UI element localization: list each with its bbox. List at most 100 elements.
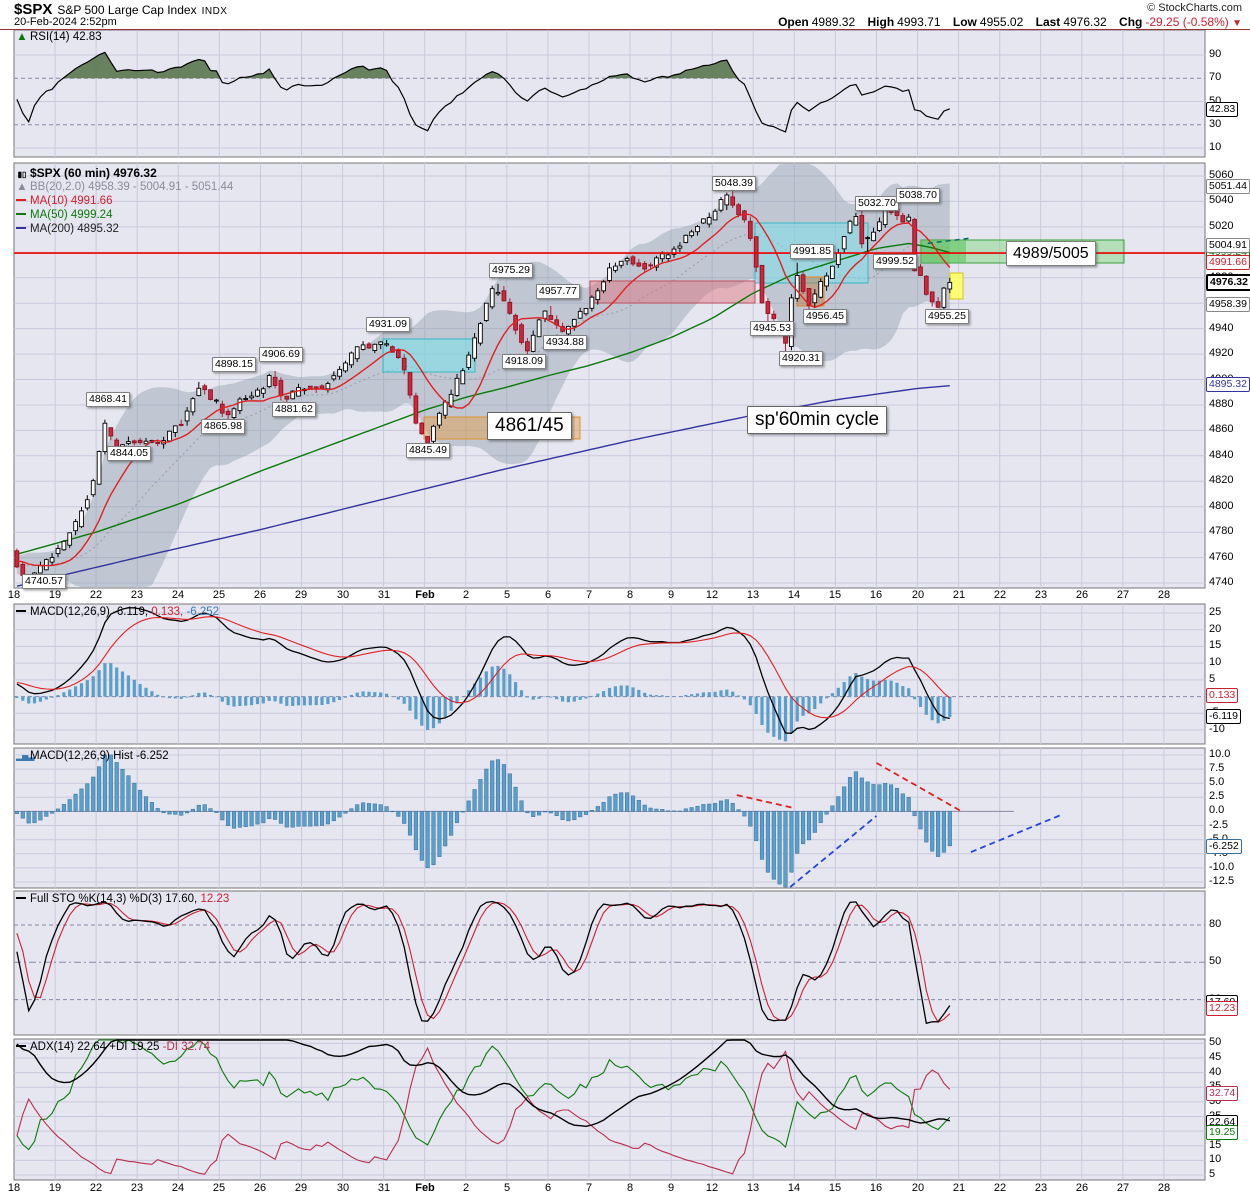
candle bbox=[431, 425, 436, 442]
open-label: Open bbox=[778, 15, 809, 29]
candle bbox=[695, 226, 700, 233]
candle bbox=[214, 399, 219, 402]
candle bbox=[859, 215, 865, 245]
candle bbox=[571, 318, 577, 327]
candle bbox=[865, 237, 870, 240]
candle bbox=[208, 389, 213, 400]
sto-legend-d: 12.23 bbox=[200, 893, 230, 905]
quote-bar: Open 4989.32 High 4993.71 Low 4955.02 Last 4… bbox=[769, 15, 1242, 29]
candle bbox=[343, 362, 348, 372]
candle bbox=[589, 296, 595, 309]
rsi-overbought-fill bbox=[606, 73, 634, 79]
candle bbox=[407, 372, 413, 396]
candle bbox=[665, 254, 671, 259]
candle bbox=[49, 557, 55, 563]
candle bbox=[143, 440, 149, 445]
candle bbox=[906, 216, 912, 222]
sto-legend-k: Full STO %K(14,3) %D(3) 17.60, bbox=[30, 893, 198, 905]
candle bbox=[90, 480, 96, 496]
candle bbox=[929, 291, 935, 303]
chg-down-arrow-icon[interactable]: ▼ bbox=[1232, 18, 1242, 29]
ma200-legend: MA(200) 4895.32 bbox=[16, 223, 119, 235]
ma200-line-icon bbox=[16, 227, 26, 229]
rsi-line bbox=[16, 51, 951, 133]
candle bbox=[184, 410, 190, 422]
candle bbox=[853, 216, 859, 226]
candle bbox=[753, 236, 759, 268]
candle bbox=[806, 288, 812, 307]
candle bbox=[530, 334, 536, 352]
candle bbox=[202, 385, 208, 391]
ma50-line bbox=[16, 242, 950, 555]
panel-hist bbox=[13, 747, 1206, 889]
candle bbox=[290, 390, 296, 400]
chart-datetime: 20-Feb-2024 2:52pm bbox=[14, 16, 117, 28]
candle bbox=[331, 375, 337, 380]
ma50-legend: MA(50) 4999.24 bbox=[16, 209, 112, 221]
macd-legend-signal: 0.133, bbox=[151, 606, 184, 618]
candle bbox=[284, 395, 290, 400]
annotation-lines bbox=[736, 237, 1062, 888]
candle bbox=[689, 231, 694, 237]
rsi-legend-label: RSI(14) 42.83 bbox=[30, 31, 102, 43]
candle bbox=[894, 208, 900, 217]
candle bbox=[800, 274, 806, 292]
candle bbox=[137, 439, 143, 444]
stockcharts-credit: © StockCharts.com bbox=[1147, 2, 1242, 14]
candle bbox=[841, 236, 847, 250]
rsi-overbought-fill bbox=[481, 71, 504, 79]
candle bbox=[296, 387, 301, 397]
candle bbox=[79, 510, 84, 528]
candlestick-series bbox=[14, 190, 953, 588]
candle bbox=[26, 576, 32, 584]
panel-backgrounds bbox=[13, 29, 1206, 1181]
candle bbox=[272, 376, 278, 386]
candle bbox=[577, 310, 583, 319]
candle bbox=[55, 548, 61, 555]
adx-legend: ADX(14) 22.64 +DI 19.25 -DI 32.74 bbox=[16, 1041, 210, 1053]
chart-header: $SPX S&P 500 Large Cap Index INDX © StockC… bbox=[0, 0, 1250, 30]
adx-line bbox=[16, 1039, 950, 1128]
macd-signal-line bbox=[16, 616, 951, 719]
candle bbox=[730, 196, 736, 206]
candle bbox=[818, 281, 824, 298]
candle bbox=[736, 204, 741, 215]
candle bbox=[525, 341, 530, 352]
candle bbox=[742, 210, 747, 221]
candle bbox=[812, 293, 818, 304]
trendline bbox=[970, 813, 1062, 853]
candle bbox=[583, 308, 589, 315]
candle bbox=[777, 321, 782, 332]
candle bbox=[378, 341, 384, 345]
candlestick-icon: ▮▯ bbox=[17, 170, 27, 179]
high-label: High bbox=[867, 15, 895, 29]
candle bbox=[372, 343, 378, 351]
trendline bbox=[927, 237, 969, 245]
bb-area bbox=[16, 164, 950, 587]
candle bbox=[313, 386, 319, 389]
candle bbox=[155, 442, 161, 444]
trendline bbox=[789, 815, 877, 888]
bollinger-band bbox=[16, 164, 950, 587]
candle bbox=[225, 410, 231, 416]
candle bbox=[659, 253, 665, 260]
candle bbox=[260, 388, 266, 394]
candle bbox=[495, 292, 501, 295]
candle bbox=[366, 343, 372, 349]
panel-adx bbox=[13, 1038, 1206, 1181]
candle bbox=[718, 199, 724, 211]
candle bbox=[618, 260, 624, 266]
candle bbox=[683, 234, 689, 243]
candle bbox=[483, 302, 489, 321]
candle bbox=[830, 265, 835, 279]
candle bbox=[794, 275, 800, 299]
symbol-name: S&P 500 Large Cap Index bbox=[57, 3, 197, 17]
candle bbox=[478, 323, 483, 344]
candle bbox=[349, 352, 354, 366]
histogram-bars-icon: ▂▅▃ bbox=[16, 752, 35, 761]
candle bbox=[14, 550, 20, 568]
minus-di-line bbox=[16, 1046, 951, 1175]
low-label: Low bbox=[952, 15, 977, 29]
candle bbox=[61, 540, 67, 551]
candle bbox=[73, 521, 78, 532]
